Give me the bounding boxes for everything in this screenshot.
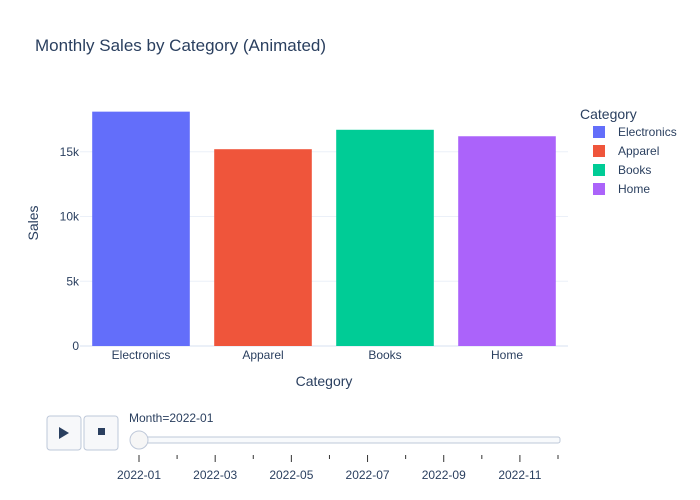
slider-current-label: Month=2022-01 bbox=[129, 411, 214, 425]
play-button[interactable] bbox=[46, 415, 82, 451]
slider-tick-label: 2022-05 bbox=[269, 468, 313, 482]
legend-item-electronics[interactable]: Electronics bbox=[593, 125, 677, 139]
legend-swatch bbox=[593, 183, 605, 195]
legend-item-apparel[interactable]: Apparel bbox=[593, 144, 659, 158]
slider-tick-label: 2022-09 bbox=[422, 468, 466, 482]
slider-tick-label: 2022-01 bbox=[117, 468, 161, 482]
legend-label: Home bbox=[618, 182, 650, 196]
legend-swatch bbox=[593, 126, 605, 138]
legend-item-home[interactable]: Home bbox=[593, 182, 650, 196]
x-tick-label: Electronics bbox=[112, 348, 171, 362]
play-icon bbox=[59, 427, 69, 439]
y-tick-label: 5k bbox=[66, 274, 80, 288]
legend-label: Books bbox=[618, 163, 651, 177]
legend-label: Apparel bbox=[618, 144, 659, 158]
bar-books bbox=[336, 129, 434, 346]
slider-handle[interactable] bbox=[129, 430, 149, 450]
legend-swatch bbox=[593, 164, 605, 176]
x-axis-title: Category bbox=[296, 373, 353, 389]
y-tick-label: 0 bbox=[72, 339, 79, 353]
y-axis-title: Sales bbox=[25, 205, 41, 240]
legend-label: Electronics bbox=[618, 125, 677, 139]
bar-home bbox=[458, 136, 556, 346]
legend-swatch bbox=[593, 145, 605, 157]
stop-button[interactable] bbox=[83, 415, 119, 451]
x-tick-labels: Electronics Apparel Books Home bbox=[112, 348, 524, 362]
slider-track[interactable] bbox=[135, 436, 561, 444]
stop-icon bbox=[98, 428, 105, 435]
x-tick-label: Books bbox=[368, 348, 401, 362]
y-tick-labels: 0 5k 10k 15k bbox=[60, 145, 80, 353]
bar-apparel bbox=[214, 149, 312, 346]
x-tick-label: Home bbox=[491, 348, 523, 362]
slider-tick-label: 2022-03 bbox=[193, 468, 237, 482]
slider-tick-label: 2022-07 bbox=[346, 468, 390, 482]
chart-title: Monthly Sales by Category (Animated) bbox=[35, 36, 326, 55]
bar-electronics bbox=[92, 111, 190, 346]
slider-tick-label: 2022-11 bbox=[498, 468, 541, 482]
legend-title: Category bbox=[580, 106, 637, 122]
y-tick-label: 15k bbox=[60, 145, 80, 159]
legend-item-books[interactable]: Books bbox=[593, 163, 651, 177]
x-tick-label: Apparel bbox=[242, 348, 283, 362]
bars bbox=[92, 111, 556, 346]
slider-ticks: 2022-01 2022-03 2022-05 2022-07 2022-09 2022-… bbox=[117, 455, 559, 482]
legend: Electronics Apparel Books Home bbox=[593, 125, 677, 196]
y-tick-label: 10k bbox=[60, 210, 80, 224]
